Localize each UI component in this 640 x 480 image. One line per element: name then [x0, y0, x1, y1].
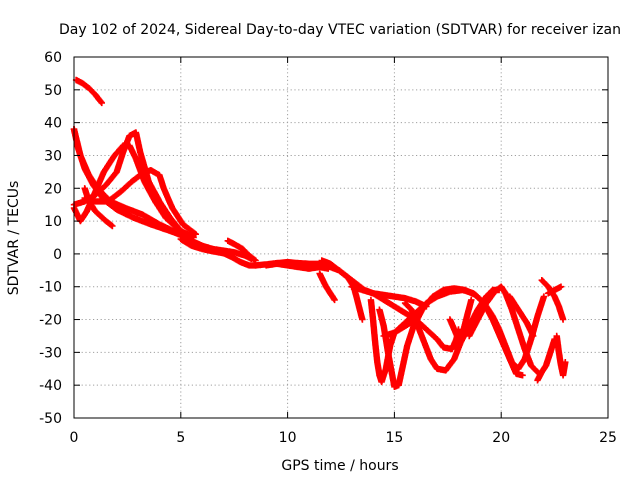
- x-tick-label: 10: [279, 430, 297, 446]
- series-arc-16: [348, 283, 462, 353]
- y-tick-label: -30: [39, 345, 62, 361]
- series-arc-9: [177, 235, 259, 269]
- axes: 0 5 10 15 20 25 -50 -40 -30 -20 -10 0 10 20 30 40 50 60: [39, 50, 617, 446]
- y-tick-label: -10: [39, 280, 62, 296]
- x-tick-label: 25: [599, 430, 617, 446]
- series-arc-10: [224, 237, 259, 264]
- y-tick-label: 30: [44, 148, 62, 164]
- series-arc-27: [553, 332, 569, 379]
- marker-trace: [553, 332, 569, 379]
- marker-trace: [380, 286, 526, 379]
- series-arc-21: [446, 296, 475, 343]
- x-axis-label: GPS time / hours: [281, 458, 398, 474]
- x-tick-label: 15: [385, 430, 403, 446]
- marker-trace: [534, 336, 558, 384]
- y-axis-label: SDTVAR / TECUs: [6, 181, 22, 296]
- series-arc-23: [506, 293, 537, 340]
- y-tick-label: -50: [39, 411, 62, 427]
- series-arc-13: [316, 270, 338, 304]
- marker-trace: [72, 76, 105, 107]
- x-tick-label: 5: [176, 430, 185, 446]
- x-tick-label: 20: [492, 430, 510, 446]
- x-tick-label: 0: [70, 430, 79, 446]
- y-tick-label: -40: [39, 378, 62, 394]
- series-arc-19: [380, 286, 526, 379]
- marker-trace: [466, 283, 541, 376]
- series-arc-26: [545, 283, 565, 297]
- series-arc-7: [81, 185, 116, 230]
- marker-trace: [81, 185, 116, 230]
- marker-trace: [224, 237, 259, 264]
- marker-trace: [506, 293, 537, 340]
- y-tick-label: -20: [39, 313, 62, 329]
- marker-trace: [545, 283, 565, 297]
- marker-trace: [348, 283, 462, 353]
- y-tick-label: 20: [44, 181, 62, 197]
- y-tick-label: 60: [44, 50, 62, 66]
- marker-trace: [177, 235, 259, 269]
- y-tick-label: 40: [44, 116, 62, 132]
- marker-trace: [70, 129, 197, 241]
- y-tick-label: 10: [44, 214, 62, 230]
- y-tick-label: 0: [53, 247, 62, 263]
- series-arc-5: [70, 129, 197, 241]
- y-tick-label: 50: [44, 83, 62, 99]
- marker-trace: [316, 270, 338, 304]
- series-arc-24: [534, 336, 558, 384]
- series-arc-1: [72, 76, 105, 107]
- grid-layer: [74, 57, 608, 418]
- series-arc-22: [466, 283, 541, 376]
- data-marks: [70, 76, 569, 390]
- marker-trace: [446, 296, 475, 343]
- plot-frame: [73, 56, 609, 419]
- chart-title: Day 102 of 2024, Sidereal Day-to-day VTE…: [59, 22, 621, 38]
